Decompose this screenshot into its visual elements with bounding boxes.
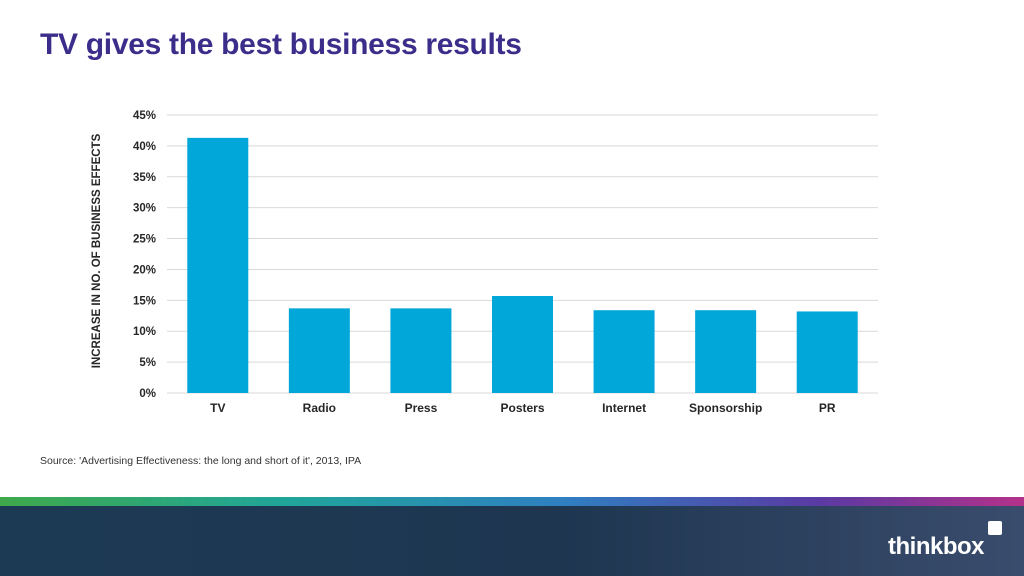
source-note: Source: 'Advertising Effectiveness: the … xyxy=(40,455,362,467)
footer-bar xyxy=(0,506,1024,576)
bar-internet xyxy=(593,310,655,393)
y-axis-ticks: 0% 5% 10% 15% 20% 25% 30% 35% 40% 45% xyxy=(133,110,156,400)
footer-stripe xyxy=(0,497,1024,506)
x-tick-label: Posters xyxy=(500,401,544,415)
logo-square-icon xyxy=(988,521,1002,535)
x-tick-label: Press xyxy=(405,401,438,415)
y-tick-label: 15% xyxy=(133,295,156,307)
x-tick-label: Sponsorship xyxy=(689,401,762,415)
chart-bars xyxy=(187,137,858,393)
y-tick-label: 10% xyxy=(133,326,156,338)
x-axis-ticks: TV Radio Press Posters Internet Sponsorship PR xyxy=(210,401,836,415)
y-tick-label: 45% xyxy=(133,110,156,122)
bar-posters xyxy=(492,296,553,393)
bar-press xyxy=(390,308,452,393)
bar-sponsorship xyxy=(695,310,757,393)
y-tick-label: 20% xyxy=(133,264,156,276)
x-tick-label: Internet xyxy=(602,401,646,415)
thinkbox-logo: thinkbox xyxy=(888,533,985,560)
x-tick-label: PR xyxy=(819,401,836,415)
y-tick-label: 30% xyxy=(133,203,156,215)
bar-radio xyxy=(288,308,350,393)
slide-title: TV gives the best business results xyxy=(40,28,522,61)
bar-chart: 0% 5% 10% 15% 20% 25% 30% 35% 40% 45% TV Radio Pres… xyxy=(91,110,878,415)
y-tick-label: 35% xyxy=(133,172,156,184)
x-tick-label: TV xyxy=(210,401,225,415)
y-tick-label: 0% xyxy=(139,388,156,400)
bar-pr xyxy=(796,311,858,393)
y-tick-label: 25% xyxy=(133,234,156,246)
y-tick-label: 40% xyxy=(133,141,156,153)
bar-tv xyxy=(187,137,249,393)
x-tick-label: Radio xyxy=(303,401,336,415)
y-tick-label: 5% xyxy=(139,357,156,369)
y-axis-label: INCREASE IN NO. OF BUSINESS EFFECTS xyxy=(91,133,103,368)
